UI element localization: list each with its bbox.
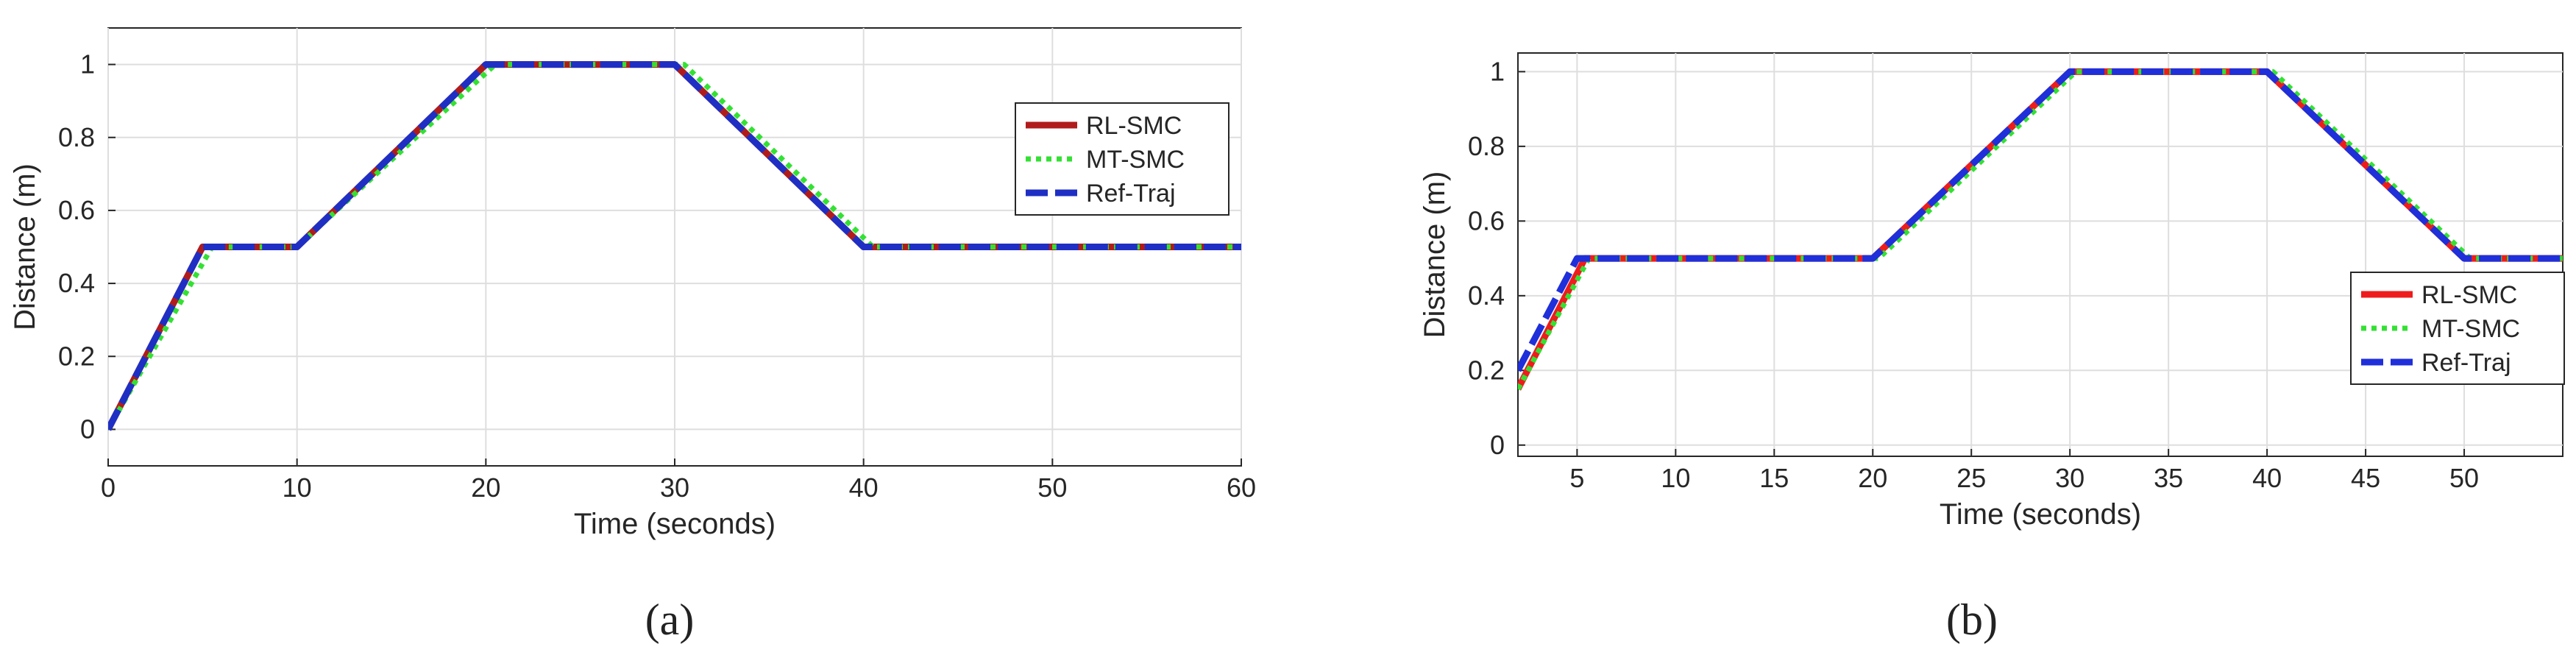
x-tick-label: 20 bbox=[471, 472, 500, 503]
x-tick-label: 30 bbox=[2055, 463, 2084, 493]
y-tick-label: 0.6 bbox=[1468, 205, 1505, 236]
y-tick-label: 0 bbox=[1490, 430, 1505, 460]
series-line-ref-traj bbox=[108, 61, 1241, 431]
x-tick-label: 45 bbox=[2351, 463, 2380, 493]
x-tick-label: 5 bbox=[1569, 463, 1584, 493]
y-tick-label: 0 bbox=[80, 414, 95, 444]
caption-a: (a) bbox=[645, 595, 695, 644]
legend-label-mt-smc: MT-SMC bbox=[2421, 315, 2520, 343]
y-tick-label: 0.8 bbox=[1468, 131, 1505, 161]
x-axis-label: Time (seconds) bbox=[1940, 498, 2141, 531]
y-axis-label: Distance (m) bbox=[1419, 171, 1451, 339]
x-tick-label: 50 bbox=[2449, 463, 2479, 493]
x-tick-label: 50 bbox=[1037, 472, 1067, 503]
y-tick-label: 0.4 bbox=[58, 268, 95, 298]
x-tick-label: 40 bbox=[849, 472, 879, 503]
legend-label-ref-traj: Ref-Traj bbox=[1086, 180, 1176, 208]
x-tick-label: 20 bbox=[1858, 463, 1887, 493]
x-tick-label: 40 bbox=[2252, 463, 2282, 493]
y-tick-label: 0.6 bbox=[58, 195, 95, 225]
legend-label-rl-smc: RL-SMC bbox=[2421, 281, 2517, 309]
legend: RL-SMC MT-SMC Ref-Traj bbox=[1015, 102, 1230, 216]
x-tick-label: 0 bbox=[101, 472, 116, 503]
chart-a: 0 10 20 30 40 50 60 0 0.2 0.4 0.6 0.8 1 Time (seconds… bbox=[9, 27, 1256, 540]
y-tick-label: 1 bbox=[80, 49, 95, 79]
series-group bbox=[108, 61, 1241, 431]
y-tick-label: 0.8 bbox=[58, 122, 95, 152]
series-group bbox=[1518, 68, 2563, 391]
y-tick-label: 0.2 bbox=[58, 341, 95, 371]
chart-b: 5 10 15 20 25 30 35 40 45 50 0 0.2 0.4 0.6 0.8 1 Time (s… bbox=[1419, 52, 2565, 531]
series-line-ref-traj bbox=[1518, 68, 2563, 372]
x-axis-label: Time (seconds) bbox=[574, 508, 776, 540]
x-tick-label: 10 bbox=[1661, 463, 1690, 493]
legend-label-rl-smc: RL-SMC bbox=[1086, 112, 1182, 140]
x-tick-label: 10 bbox=[283, 472, 312, 503]
y-tick-label: 0.2 bbox=[1468, 355, 1505, 385]
x-tick-label: 30 bbox=[660, 472, 689, 503]
plot-area bbox=[1517, 52, 2563, 457]
y-axis-label: Distance (m) bbox=[9, 163, 41, 330]
y-tick-label: 0.4 bbox=[1468, 280, 1505, 311]
legend-label-ref-traj: Ref-Traj bbox=[2421, 349, 2511, 377]
legend: RL-SMC MT-SMC Ref-Traj bbox=[2350, 272, 2565, 385]
y-tick-label: 1 bbox=[1490, 56, 1505, 86]
x-tick-label: 15 bbox=[1759, 463, 1789, 493]
x-tick-label: 35 bbox=[2154, 463, 2183, 493]
legend-label-mt-smc: MT-SMC bbox=[1086, 146, 1185, 174]
x-tick-label: 25 bbox=[1956, 463, 1986, 493]
caption-b: (b) bbox=[1946, 595, 1998, 644]
x-tick-label: 60 bbox=[1227, 472, 1256, 503]
